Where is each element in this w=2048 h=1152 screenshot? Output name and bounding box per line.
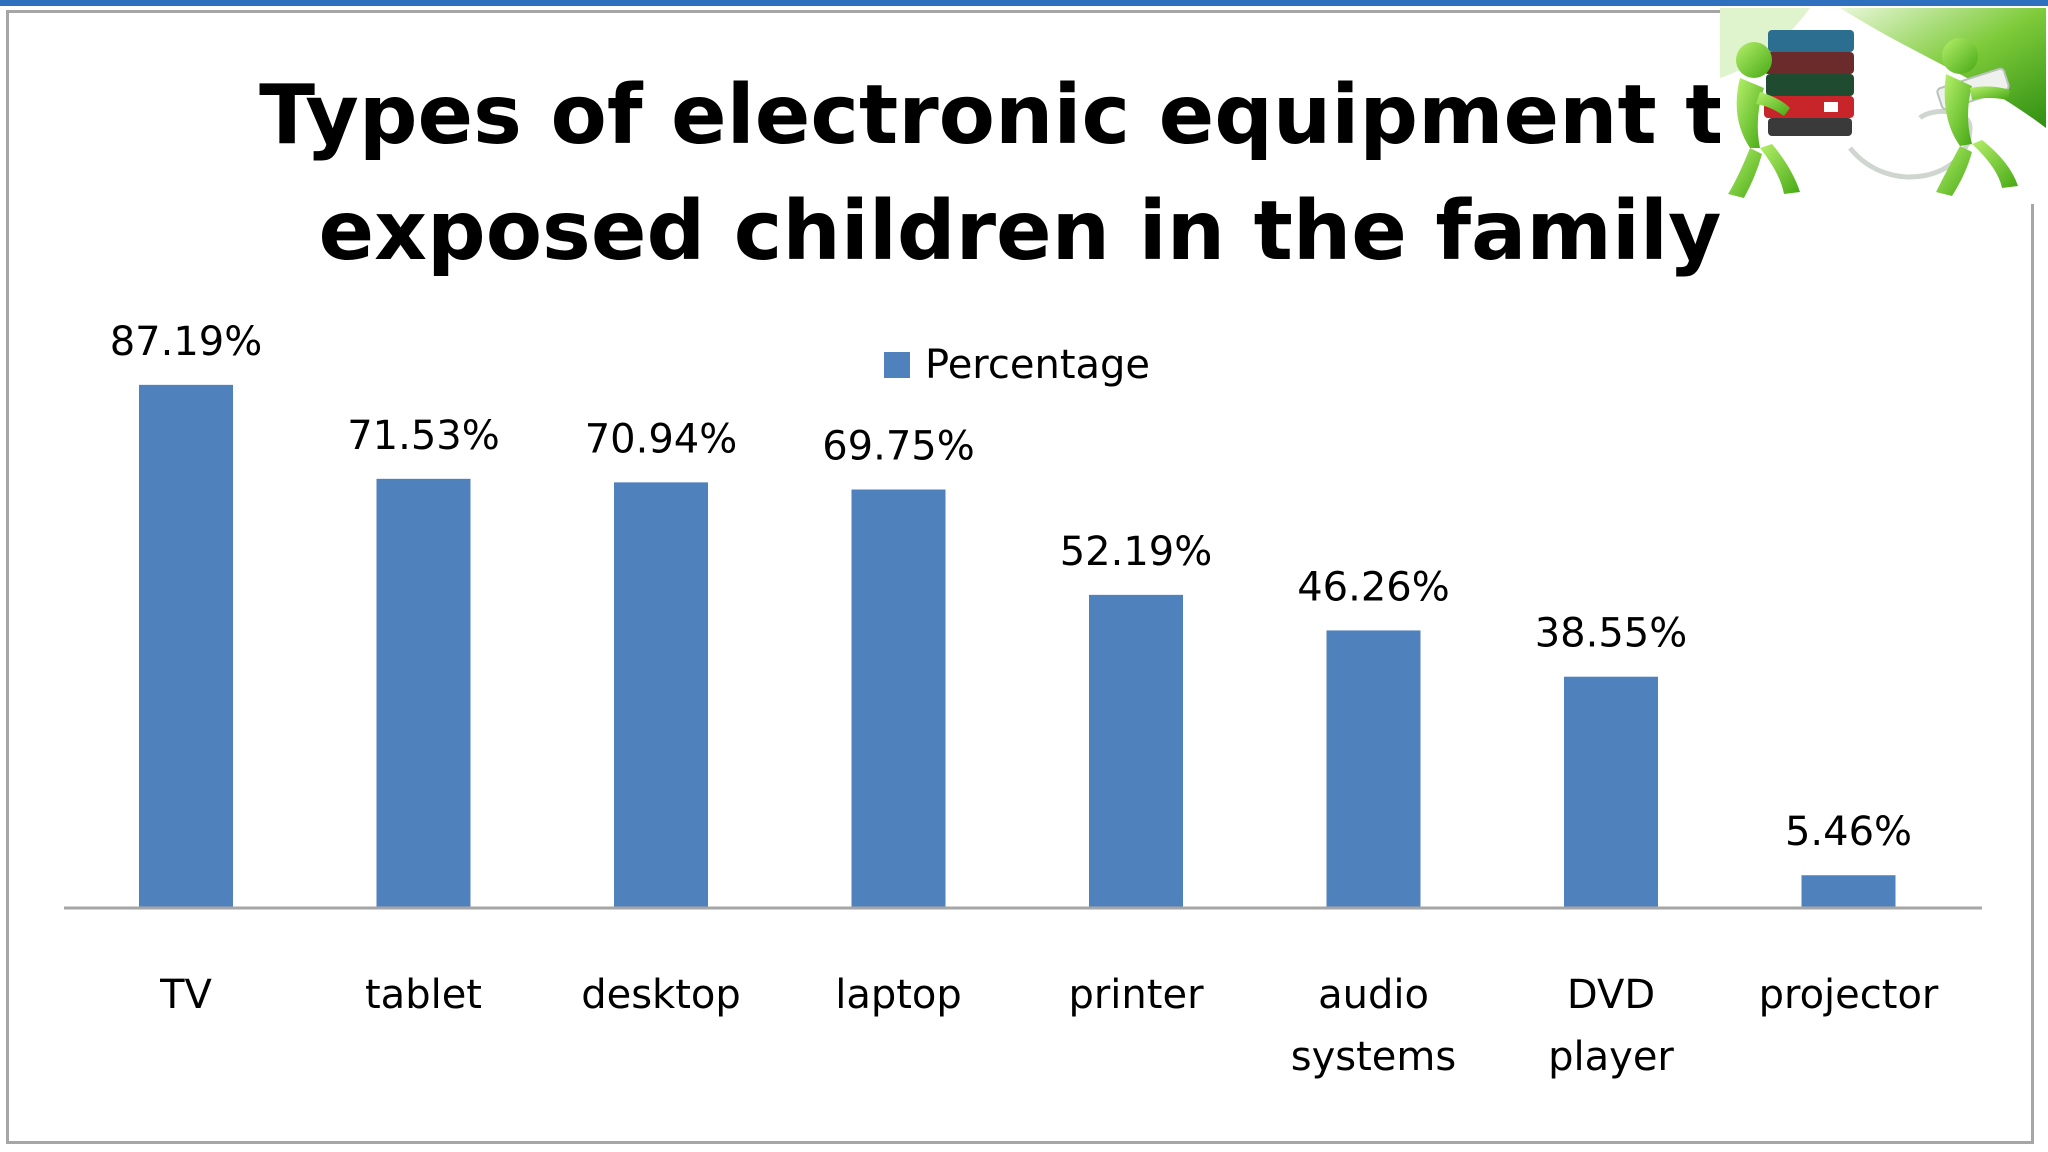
data-label: 71.53% — [347, 413, 500, 459]
bar-tv — [139, 384, 233, 908]
data-label: 87.19% — [110, 319, 263, 365]
x-tick-label: audio systems — [1291, 972, 1456, 1080]
data-label: 70.94% — [585, 416, 738, 462]
bar-dvd-player — [1564, 676, 1658, 908]
data-label: 52.19% — [1060, 529, 1213, 575]
x-tick-label: tablet — [365, 972, 482, 1018]
bar-tablet — [376, 478, 471, 908]
data-label: 69.75% — [822, 424, 975, 470]
x-tick-label: TV — [159, 972, 212, 1018]
legend-label: Percentage — [925, 342, 1150, 388]
legend-swatch — [884, 352, 910, 378]
chart-title: Types of electronic equipment to exposed… — [259, 68, 1781, 279]
people-carrying-books-and-usb-icon — [1720, 8, 2046, 204]
x-tick-label: laptop — [835, 972, 962, 1018]
bar-desktop — [614, 482, 708, 908]
x-tick-label: projector — [1759, 972, 1939, 1018]
chart-frame — [6, 10, 2034, 1144]
data-label: 5.46% — [1785, 809, 1912, 855]
bar-audio-systems — [1326, 630, 1421, 908]
data-label: 46.26% — [1297, 564, 1450, 610]
x-tick-label: printer — [1068, 972, 1204, 1018]
bar-projector — [1801, 875, 1896, 908]
data-label: 38.55% — [1535, 611, 1688, 657]
x-tick-label: DVD player — [1548, 972, 1674, 1080]
x-tick-label: desktop — [581, 972, 741, 1018]
bar-laptop — [851, 489, 946, 908]
top-accent-border — [0, 0, 2048, 6]
bar-printer — [1089, 594, 1183, 908]
